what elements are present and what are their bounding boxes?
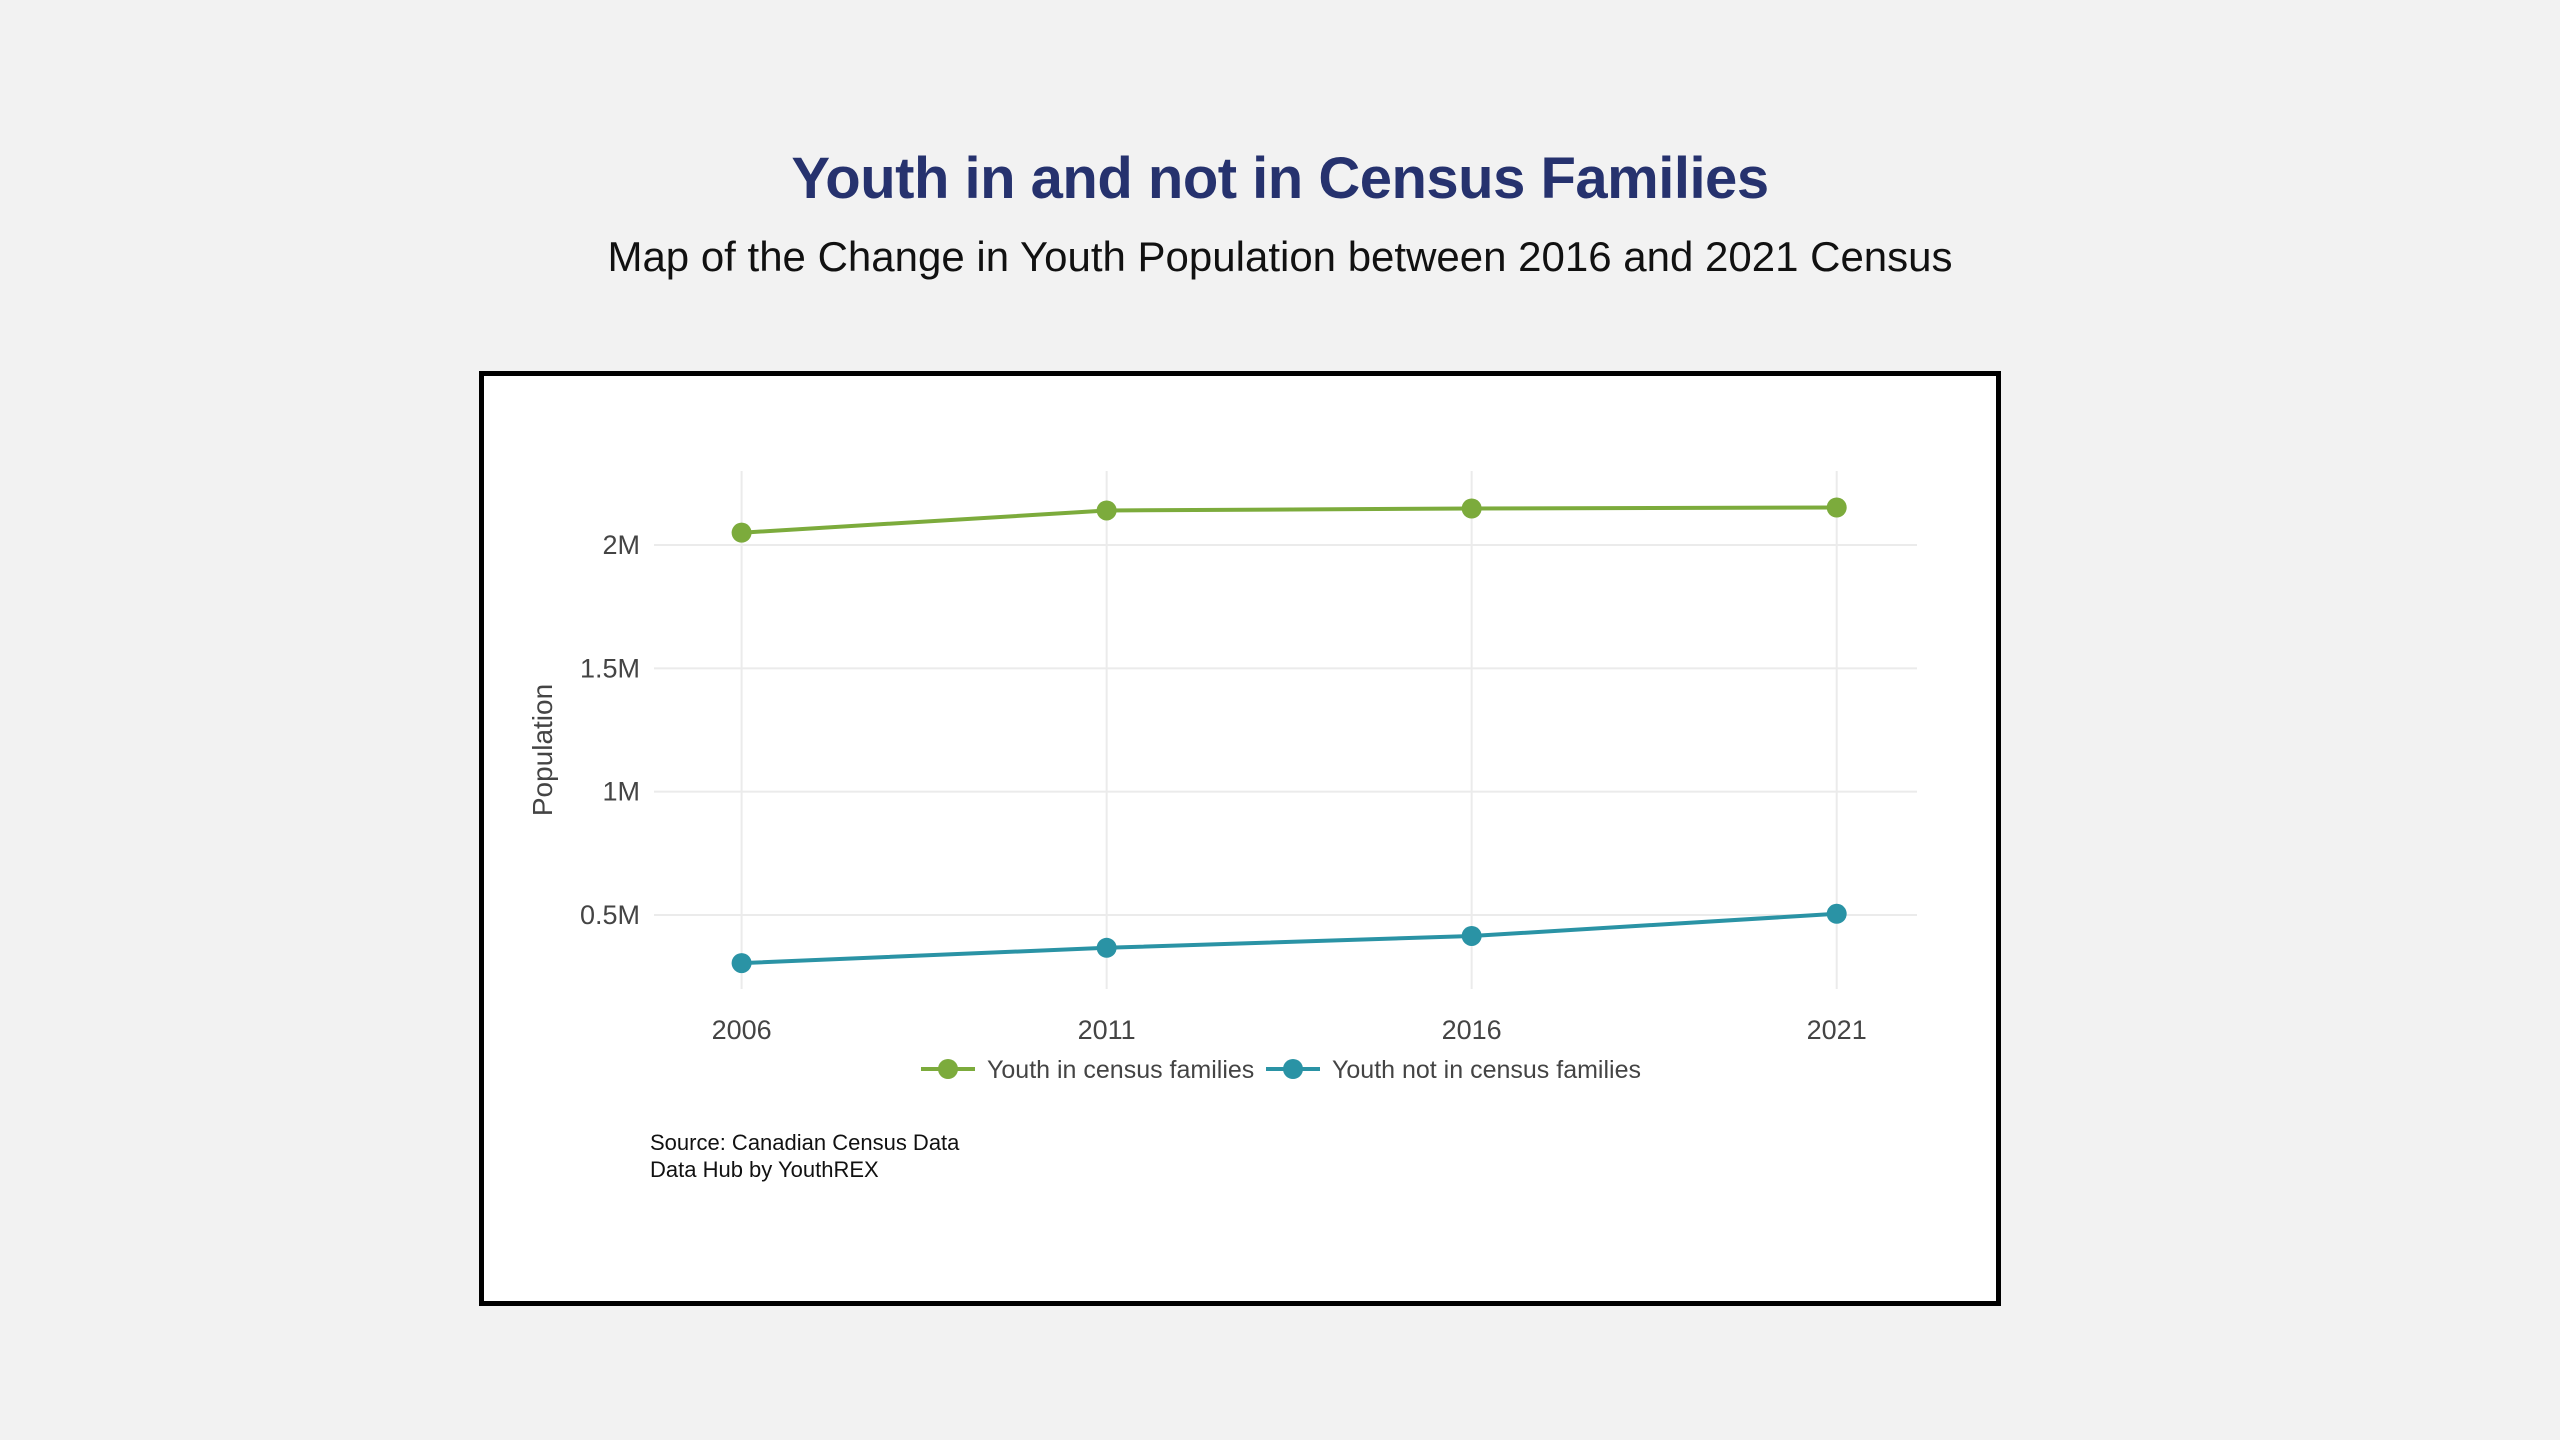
chart-frame: 2006 2011 2016 2021 0.5M 1M 1.5M 2M Population Y… xyxy=(479,371,2001,1306)
data-point xyxy=(1826,497,1847,518)
source-line: Source: Canadian Census Data xyxy=(650,1130,960,1155)
legend-swatch-dot xyxy=(938,1059,958,1079)
data-point xyxy=(1461,925,1482,946)
legend: Youth in census families Youth not in cen… xyxy=(921,1056,1641,1084)
y-tick-label: 0.5M xyxy=(580,900,640,930)
data-point xyxy=(1826,903,1847,924)
page-title: Youth in and not in Census Families xyxy=(791,146,1769,211)
data-point xyxy=(1096,937,1117,958)
page-subtitle: Map of the Change in Youth Population be… xyxy=(607,233,1953,280)
data-point xyxy=(1096,500,1117,521)
data-point xyxy=(1461,498,1482,519)
line-chart: 2006 2011 2016 2021 0.5M 1M 1.5M 2M Population Y… xyxy=(527,471,1917,1084)
source-note: Source: Canadian Census Data Data Hub by… xyxy=(650,1129,959,1183)
x-tick-label: 2011 xyxy=(1078,1015,1136,1045)
series-line-2 xyxy=(741,911,1837,966)
legend-label: Youth in census families xyxy=(987,1056,1254,1084)
x-tick-label: 2021 xyxy=(1807,1015,1867,1045)
y-tick-label: 1M xyxy=(602,777,640,807)
grid-layer xyxy=(654,471,1917,989)
credit-line: Data Hub by YouthREX xyxy=(650,1157,879,1182)
y-tick-label: 2M xyxy=(602,530,640,560)
data-point xyxy=(731,953,752,974)
axis-layer: 2006 2011 2016 2021 0.5M 1M 1.5M 2M Population xyxy=(527,530,1867,1045)
y-axis-title: Population xyxy=(527,684,558,816)
series-line-1 xyxy=(741,505,1837,535)
x-tick-label: 2006 xyxy=(712,1015,772,1045)
legend-label: Youth not in census families xyxy=(1332,1056,1641,1084)
legend-swatch-dot xyxy=(1283,1059,1303,1079)
data-point xyxy=(731,522,752,543)
y-tick-label: 1.5M xyxy=(580,653,640,683)
x-tick-label: 2016 xyxy=(1442,1015,1502,1045)
series-layer xyxy=(731,497,1847,974)
